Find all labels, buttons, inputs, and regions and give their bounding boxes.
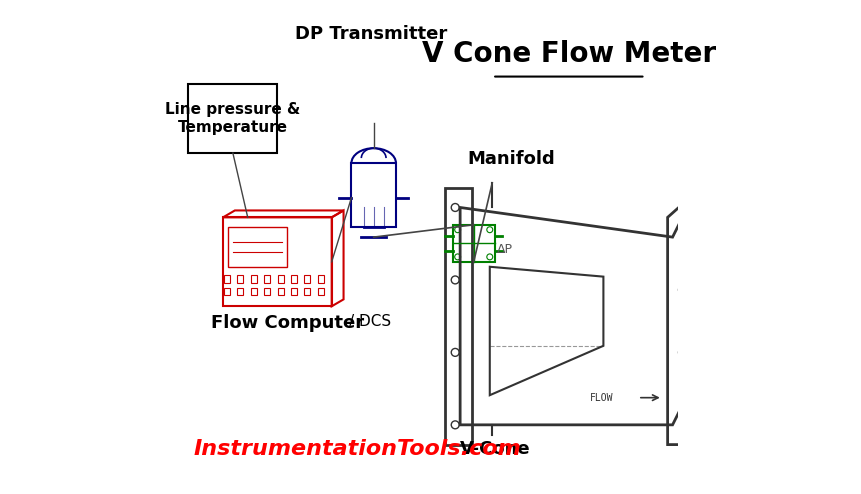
Text: FLOW: FLOW [590, 393, 613, 403]
Bar [277, 288, 283, 295]
Text: InstrumentationTools.com: InstrumentationTools.com [194, 440, 521, 459]
Bar [224, 275, 230, 283]
Bar [238, 288, 244, 295]
Bar [318, 275, 324, 283]
Text: V Cone Flow Meter: V Cone Flow Meter [422, 40, 715, 68]
Bar [264, 288, 270, 295]
Text: Manifold: Manifold [468, 150, 555, 168]
Bar [251, 275, 257, 283]
Bar [238, 275, 244, 283]
Text: ΔP: ΔP [497, 243, 513, 256]
Text: V-Cone: V-Cone [460, 440, 530, 457]
Bar [224, 288, 230, 295]
Text: Line pressure &
Temperature: Line pressure & Temperature [165, 102, 300, 135]
Bar [305, 288, 310, 295]
Bar [318, 288, 324, 295]
Bar [251, 288, 257, 295]
Bar [277, 275, 283, 283]
Text: DP Transmitter: DP Transmitter [295, 25, 448, 42]
Bar [291, 288, 297, 295]
Text: Flow Computer: Flow Computer [211, 314, 364, 331]
Bar [264, 275, 270, 283]
Text: / DCS: / DCS [349, 314, 391, 329]
Bar [291, 275, 297, 283]
Bar [305, 275, 310, 283]
